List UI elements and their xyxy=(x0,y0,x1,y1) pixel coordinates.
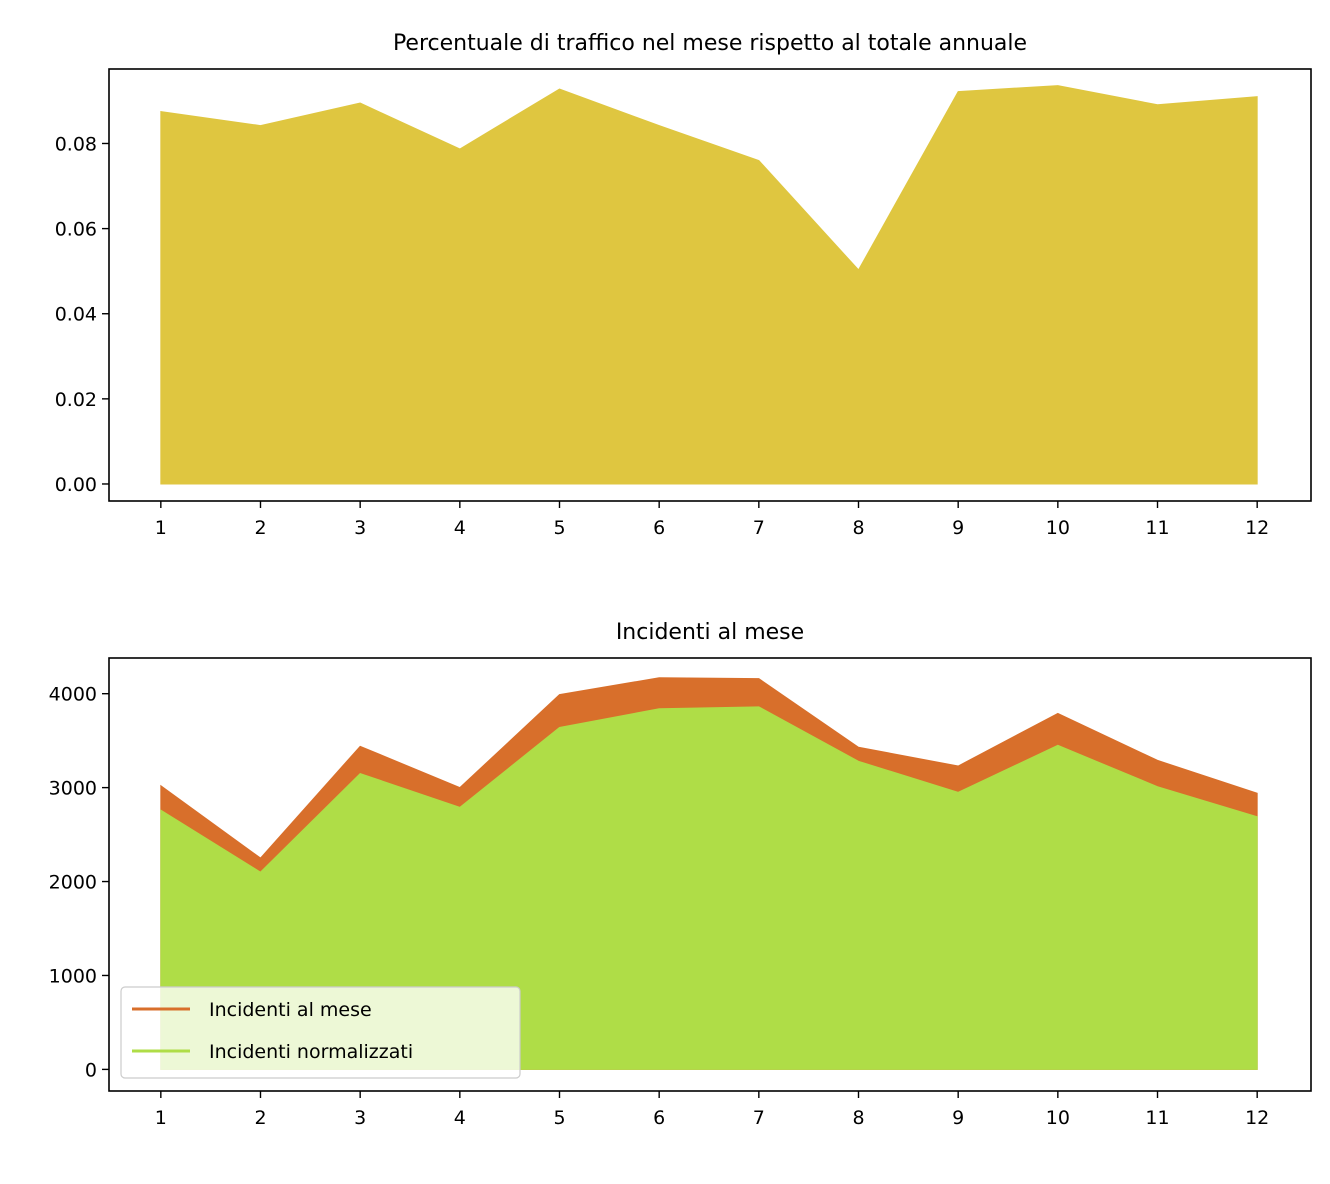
traffic-share-chart: Percentuale di traffico nel mese rispett… xyxy=(55,31,1312,539)
plot-frame xyxy=(108,68,1312,502)
plot-frame xyxy=(108,657,1312,1092)
x-tick-label: 6 xyxy=(653,517,665,539)
accidents-per-month-chart: Incidenti al mese 1 2 3 4 5 6 7 8 9 10 11 12 010002… xyxy=(49,620,1312,1129)
x-tick-label: 3 xyxy=(354,517,366,539)
x-tick-label: 4 xyxy=(454,517,466,539)
x-tick-label: 1 xyxy=(155,517,167,539)
area-series-1 xyxy=(160,85,1258,485)
legend-label: Incidenti normalizzati xyxy=(209,1041,413,1063)
x-tick-label: 2 xyxy=(254,1107,266,1129)
x-tick-label: 12 xyxy=(1245,1107,1269,1129)
x-tick-label: 9 xyxy=(952,517,964,539)
y-tick-label: 0.08 xyxy=(55,133,97,155)
x-tick-label: 7 xyxy=(753,517,765,539)
y-tick-label: 0.04 xyxy=(55,304,97,326)
x-tick-label: 12 xyxy=(1245,517,1269,539)
y-axis-ticks: 0 1000 2000 3000 4000 xyxy=(49,684,109,1081)
area-series-2 xyxy=(160,706,1258,1070)
x-tick-label: 11 xyxy=(1145,517,1169,539)
y-tick-label: 4000 xyxy=(49,684,97,706)
series-layer xyxy=(160,677,1258,1070)
series-layer xyxy=(160,85,1258,485)
x-tick-label: 5 xyxy=(553,517,565,539)
y-tick-label: 1000 xyxy=(49,965,97,987)
y-tick-label: 0 xyxy=(85,1059,97,1081)
x-axis-ticks: 1 2 3 4 5 6 7 8 9 10 11 12 xyxy=(155,501,1269,539)
x-tick-label: 3 xyxy=(354,1107,366,1129)
x-tick-label: 8 xyxy=(852,517,864,539)
x-tick-label: 7 xyxy=(753,1107,765,1129)
y-tick-label: 2000 xyxy=(49,872,97,894)
x-tick-label: 9 xyxy=(952,1107,964,1129)
x-tick-label: 10 xyxy=(1046,517,1070,539)
x-tick-label: 10 xyxy=(1046,1107,1070,1129)
x-tick-label: 5 xyxy=(553,1107,565,1129)
x-tick-label: 4 xyxy=(454,1107,466,1129)
x-tick-label: 8 xyxy=(852,1107,864,1129)
x-tick-label: 2 xyxy=(254,517,266,539)
y-axis-ticks: 0.00 0.02 0.04 0.06 0.08 xyxy=(55,133,109,496)
legend-label: Incidenti al mese xyxy=(209,999,372,1021)
x-axis-ticks: 1 2 3 4 5 6 7 8 9 10 11 12 xyxy=(155,1091,1269,1129)
x-tick-label: 1 xyxy=(155,1107,167,1129)
y-tick-label: 0.00 xyxy=(55,474,97,496)
y-tick-label: 0.06 xyxy=(55,219,97,241)
chart-title: Percentuale di traffico nel mese rispett… xyxy=(393,31,1027,56)
legend: Incidenti al mese Incidenti normalizzati xyxy=(120,986,521,1079)
y-tick-label: 3000 xyxy=(49,778,97,800)
chart-title: Incidenti al mese xyxy=(616,620,804,645)
y-tick-label: 0.02 xyxy=(55,389,97,411)
x-tick-label: 11 xyxy=(1145,1107,1169,1129)
x-tick-label: 6 xyxy=(653,1107,665,1129)
legend-box xyxy=(120,986,521,1079)
